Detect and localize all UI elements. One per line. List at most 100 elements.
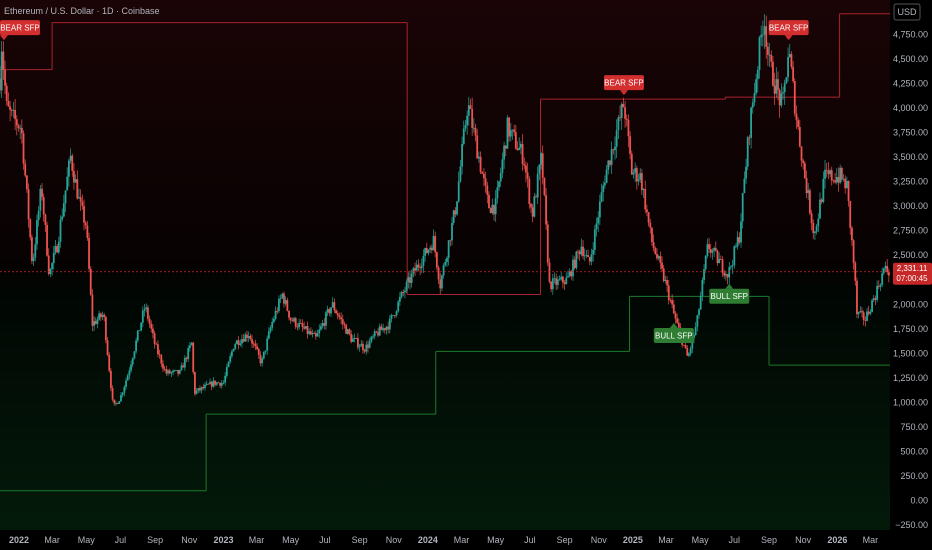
candle-body xyxy=(41,188,43,198)
candles xyxy=(0,14,890,407)
candle-body xyxy=(748,137,751,139)
candle-body xyxy=(854,262,857,281)
candle-body xyxy=(293,318,295,322)
candle-body xyxy=(535,196,537,198)
candle-body xyxy=(444,261,447,266)
candle-body xyxy=(415,264,418,271)
candle-body xyxy=(251,339,253,344)
candle-body xyxy=(341,319,344,324)
candle-body xyxy=(331,302,334,308)
price-tick-label: 3,000.00 xyxy=(893,201,928,211)
candle-body xyxy=(832,180,835,182)
candle-body xyxy=(882,268,885,274)
candle-body xyxy=(698,309,700,316)
candle-body xyxy=(872,298,875,301)
candle-body xyxy=(708,244,710,250)
candle-body xyxy=(845,181,848,189)
candle-body xyxy=(353,338,356,339)
candle-body xyxy=(274,310,277,319)
time-tick-label: Mar xyxy=(658,535,674,545)
candle-body xyxy=(15,119,18,126)
candle-body xyxy=(814,231,816,234)
candle-body xyxy=(241,339,243,344)
candle-body xyxy=(719,259,722,260)
price-tick-label: 1,750.00 xyxy=(893,324,928,334)
price-tick-label: 4,250.00 xyxy=(893,78,928,88)
candle-body xyxy=(763,26,766,35)
candle-body xyxy=(99,313,102,318)
candle-body xyxy=(62,203,65,217)
candle-body xyxy=(704,255,707,270)
candle-body xyxy=(607,160,610,170)
candle-body xyxy=(121,392,124,396)
candle-body xyxy=(57,241,60,253)
candle-body xyxy=(108,354,111,371)
candle-body xyxy=(778,89,781,106)
candle-body xyxy=(146,307,149,319)
candle-body xyxy=(469,105,472,109)
candle-body xyxy=(612,149,615,151)
candle-body xyxy=(136,330,139,341)
candle-body xyxy=(772,61,774,86)
candle-body xyxy=(257,349,260,356)
price-axis[interactable]: 4,750.00 4,500.00 4,250.00 4,000.00 3,750.00… xyxy=(893,29,928,530)
candle-body xyxy=(654,248,657,254)
candle-body xyxy=(113,399,116,404)
candle-body xyxy=(12,109,15,111)
candle-body xyxy=(9,106,11,110)
candle-body xyxy=(756,69,759,80)
candle-body xyxy=(449,240,452,242)
time-tick-label: Mar xyxy=(249,535,265,545)
candle-body xyxy=(126,375,129,381)
candle-body xyxy=(64,190,67,204)
candle-body xyxy=(326,309,329,313)
candle-body xyxy=(563,282,566,284)
time-tick-label: Mar xyxy=(454,535,470,545)
candle-body xyxy=(279,297,282,299)
candle-body xyxy=(499,172,502,182)
candle-body xyxy=(760,34,763,38)
candle-body xyxy=(222,382,225,384)
candle-body xyxy=(792,66,795,82)
currency-button[interactable]: USD xyxy=(893,3,921,21)
candle-body xyxy=(745,166,747,179)
candle-body xyxy=(289,317,292,321)
candle-body xyxy=(395,311,398,316)
candle-body xyxy=(236,340,238,345)
candle-body xyxy=(417,264,420,268)
candle-body xyxy=(483,173,485,179)
candle-body xyxy=(837,177,840,183)
candle-body xyxy=(375,331,378,333)
candle-body xyxy=(652,242,655,249)
candle-body xyxy=(387,326,390,330)
candle-body xyxy=(321,323,324,327)
candle-body xyxy=(741,193,744,222)
candle-body xyxy=(373,331,376,337)
candle-body xyxy=(610,149,613,165)
candle-body xyxy=(703,269,705,280)
time-axis[interactable]: 2022 Mar May Jul Sep Nov 2023 Mar May Jul Sep Nov 20… xyxy=(9,535,878,545)
bull-sfp-marker: BULL SFP xyxy=(653,322,694,343)
candle-body xyxy=(723,272,726,276)
time-tick-label: Nov xyxy=(591,535,608,545)
candle-body xyxy=(827,170,830,175)
candle-body xyxy=(104,316,107,341)
candle-body xyxy=(437,267,440,280)
candle-body xyxy=(785,77,788,84)
price-tick-label: 1,000.00 xyxy=(893,397,928,407)
candle-body xyxy=(528,178,531,204)
candle-body xyxy=(412,268,415,274)
candle-body xyxy=(19,127,22,129)
candle-body xyxy=(711,250,714,253)
candle-body xyxy=(509,130,512,137)
candle-body xyxy=(822,178,825,202)
candle-body xyxy=(192,342,195,373)
candle-body xyxy=(325,312,327,326)
candle-body xyxy=(716,250,719,264)
candle-body xyxy=(244,334,247,342)
candle-body xyxy=(197,388,200,391)
time-tick-label: May xyxy=(487,535,505,545)
candle-body xyxy=(511,129,514,131)
candle-body xyxy=(753,93,756,103)
